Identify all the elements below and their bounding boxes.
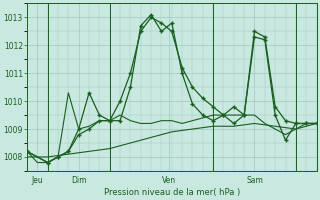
X-axis label: Pression niveau de la mer( hPa ): Pression niveau de la mer( hPa ) bbox=[104, 188, 240, 197]
